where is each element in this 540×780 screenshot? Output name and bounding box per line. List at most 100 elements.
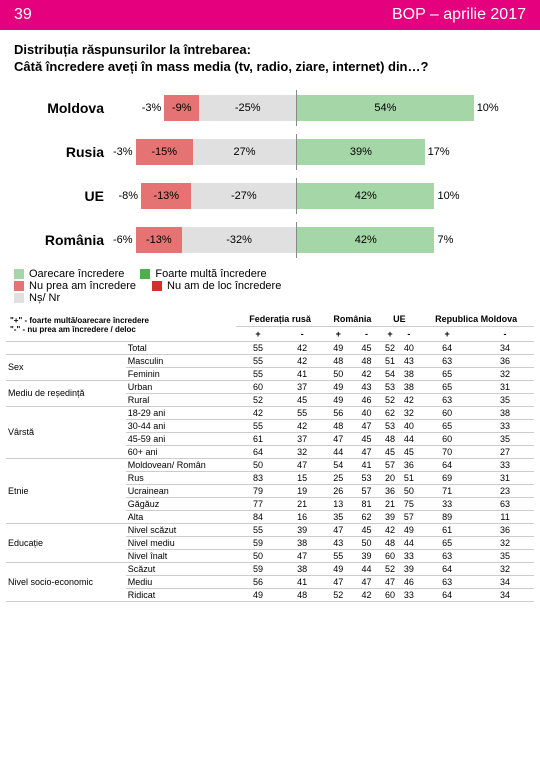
bar-segment: -13%: [141, 183, 191, 209]
category-cell: Vârstă: [6, 406, 126, 458]
data-cell: 60: [418, 406, 476, 419]
bar-value-label: 17%: [425, 146, 453, 158]
data-cell: 47: [324, 523, 352, 536]
data-cell: 45: [352, 523, 380, 536]
data-cell: 52: [236, 393, 280, 406]
data-cell: 35: [324, 510, 352, 523]
data-cell: 44: [399, 432, 418, 445]
data-cell: 20: [381, 471, 400, 484]
row-label: Rural: [126, 393, 236, 406]
legend-item: Foarte multă încredere: [140, 268, 266, 280]
data-cell: 53: [352, 471, 380, 484]
data-cell: 57: [381, 458, 400, 471]
data-cell: 84: [236, 510, 280, 523]
data-cell: 48: [324, 354, 352, 367]
data-cell: 42: [236, 406, 280, 419]
row-label: Total: [126, 341, 236, 354]
row-label: Nivel mediu: [126, 536, 236, 549]
data-cell: 19: [280, 484, 324, 497]
data-cell: 33: [476, 419, 534, 432]
data-cell: 41: [280, 575, 324, 588]
data-cell: 89: [418, 510, 476, 523]
data-cell: 33: [418, 497, 476, 510]
data-cell: 60: [236, 380, 280, 393]
data-cell: 44: [324, 445, 352, 458]
data-cell: 48: [324, 419, 352, 432]
data-cell: 34: [476, 588, 534, 601]
row-label: Ucrainean: [126, 484, 236, 497]
data-cell: 40: [352, 406, 380, 419]
data-cell: 45: [280, 393, 324, 406]
data-cell: 43: [399, 354, 418, 367]
chart-row-label: UE: [14, 188, 110, 204]
data-cell: 54: [381, 367, 400, 380]
doc-title: BOP – aprilie 2017: [392, 6, 526, 24]
bar-segment: -13%: [136, 227, 182, 253]
data-cell: 55: [236, 523, 280, 536]
data-cell: 61: [236, 432, 280, 445]
data-cell: 52: [381, 341, 400, 354]
data-cell: 44: [399, 536, 418, 549]
data-cell: 52: [381, 562, 400, 575]
data-cell: 42: [280, 341, 324, 354]
category-cell: [6, 341, 126, 354]
chart-legend: Oarecare încredere Foarte multă încredere…: [0, 264, 540, 312]
row-label: 18-29 ani: [126, 406, 236, 419]
data-cell: 38: [476, 406, 534, 419]
legend-item: Nu prea am încredere: [14, 280, 136, 292]
page-number: 39: [14, 6, 32, 24]
data-cell: 35: [476, 432, 534, 445]
row-label: Scăzut: [126, 562, 236, 575]
data-cell: 32: [476, 367, 534, 380]
data-cell: 59: [236, 562, 280, 575]
data-cell: 60: [381, 588, 400, 601]
data-cell: 79: [236, 484, 280, 497]
legend-label: Nu prea am încredere: [29, 280, 136, 292]
data-cell: 23: [476, 484, 534, 497]
row-label: 60+ ani: [126, 445, 236, 458]
legend-label: Foarte multă încredere: [155, 268, 266, 280]
data-cell: 56: [236, 575, 280, 588]
data-cell: 42: [381, 523, 400, 536]
diverging-bar-chart: Moldova-3%-9%-25%54%10%Rusia-3%-15%27%39…: [0, 82, 540, 264]
data-cell: 64: [418, 562, 476, 575]
data-cell: 63: [418, 549, 476, 562]
legend-label: Oarecare încredere: [29, 268, 124, 280]
data-cell: 49: [324, 380, 352, 393]
bar-segment: -15%: [136, 139, 193, 165]
data-cell: 44: [352, 562, 380, 575]
legend-swatch: [140, 269, 150, 279]
data-cell: 60: [418, 432, 476, 445]
row-label: Rus: [126, 471, 236, 484]
data-cell: 45: [352, 341, 380, 354]
data-cell: 83: [236, 471, 280, 484]
data-cell: 43: [352, 380, 380, 393]
data-cell: 46: [352, 393, 380, 406]
bar-segment: -32%: [182, 227, 296, 253]
data-cell: 48: [280, 588, 324, 601]
data-cell: 52: [324, 588, 352, 601]
data-cell: 36: [476, 523, 534, 536]
data-cell: 38: [280, 536, 324, 549]
data-cell: 32: [399, 406, 418, 419]
data-cell: 50: [352, 536, 380, 549]
data-cell: 31: [476, 380, 534, 393]
data-cell: 65: [418, 380, 476, 393]
data-cell: 47: [280, 458, 324, 471]
data-cell: 47: [352, 575, 380, 588]
data-cell: 21: [381, 497, 400, 510]
category-cell: Sex: [6, 354, 126, 380]
data-cell: 42: [352, 367, 380, 380]
data-cell: 50: [324, 367, 352, 380]
bar-segment: 42%: [297, 227, 434, 253]
data-cell: 37: [280, 432, 324, 445]
data-cell: 36: [399, 458, 418, 471]
bar-segment: -27%: [191, 183, 296, 209]
data-cell: 40: [399, 341, 418, 354]
category-cell: Mediu de reședință: [6, 380, 126, 406]
chart-row: Rusia-3%-15%27%39%17%: [14, 130, 526, 174]
bar-segment: 27%: [193, 139, 296, 165]
data-cell: 48: [381, 536, 400, 549]
data-cell: 63: [476, 497, 534, 510]
data-cell: 57: [352, 484, 380, 497]
